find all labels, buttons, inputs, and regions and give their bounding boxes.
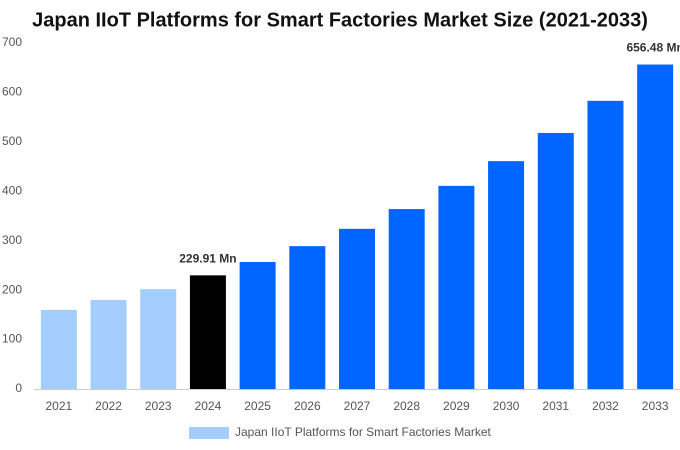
x-tick-label: 2030 xyxy=(493,399,520,413)
bar xyxy=(90,300,127,389)
bar xyxy=(239,261,276,389)
bar xyxy=(488,161,525,389)
x-tick-label: 2031 xyxy=(542,399,569,413)
bar xyxy=(388,209,425,389)
bar xyxy=(140,289,177,389)
legend-label: Japan IIoT Platforms for Smart Factories… xyxy=(235,425,492,439)
x-tick-label: 2024 xyxy=(195,399,222,413)
x-tick-label: 2028 xyxy=(393,399,420,413)
x-tick-label: 2032 xyxy=(592,399,619,413)
data-label: 656.48 Mn xyxy=(626,41,680,55)
y-tick-label: 100 xyxy=(2,332,22,346)
bar xyxy=(537,132,574,389)
y-tick-label: 200 xyxy=(2,282,22,296)
bar xyxy=(339,228,375,389)
chart-title: Japan IIoT Platforms for Smart Factories… xyxy=(32,9,648,31)
y-tick-label: 0 xyxy=(15,381,22,395)
bar xyxy=(289,246,326,389)
x-tick-label: 2026 xyxy=(294,399,321,413)
x-tick-label: 2023 xyxy=(145,399,172,413)
bar xyxy=(587,100,624,390)
x-tick-label: 2025 xyxy=(244,399,271,413)
y-tick-label: 500 xyxy=(2,134,22,148)
bar xyxy=(438,185,475,389)
bar xyxy=(189,275,226,389)
x-tick-label: 2022 xyxy=(95,399,122,413)
data-label: 229.91 Mn xyxy=(179,252,236,266)
x-tick-label: 2029 xyxy=(443,399,470,413)
x-tick-label: 2021 xyxy=(45,399,72,413)
bar xyxy=(637,64,674,389)
bar xyxy=(40,309,77,389)
x-tick-label: 2033 xyxy=(642,399,669,413)
x-tick-label: 2027 xyxy=(344,399,371,413)
y-tick-label: 700 xyxy=(2,35,22,49)
y-tick-label: 400 xyxy=(2,183,22,197)
y-tick-label: 600 xyxy=(2,85,22,99)
y-tick-label: 300 xyxy=(2,233,22,247)
legend-swatch xyxy=(189,427,229,439)
